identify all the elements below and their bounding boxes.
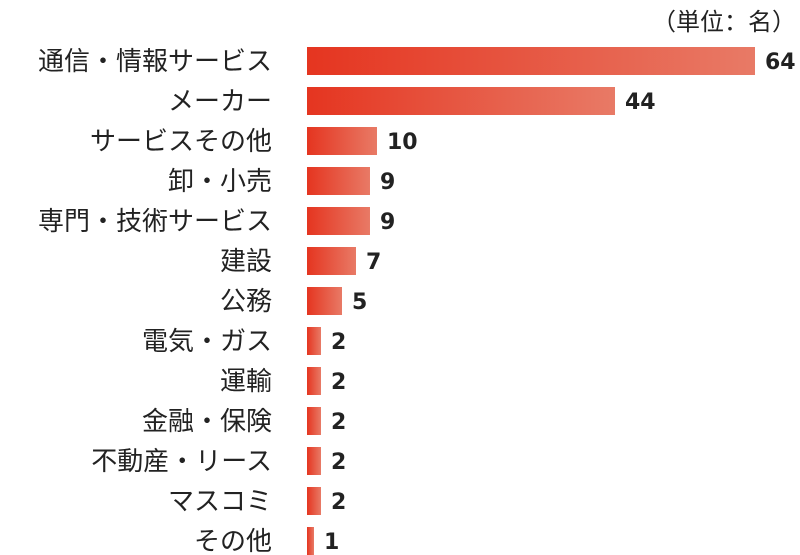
category-label: 金融・保険 [142, 407, 272, 437]
data-label: 2 [331, 370, 346, 395]
bar [307, 127, 377, 155]
bar [307, 247, 356, 275]
bar [307, 327, 321, 355]
bar [307, 47, 755, 75]
bar [307, 167, 370, 195]
bar [307, 87, 615, 115]
data-label: 5 [352, 290, 367, 315]
data-label: 10 [387, 130, 418, 155]
data-label: 2 [331, 410, 346, 435]
category-label: 電気・ガス [142, 327, 272, 357]
category-label: その他 [194, 527, 272, 555]
data-label: 44 [625, 90, 656, 115]
bar [307, 287, 342, 315]
category-label: メーカー [168, 87, 272, 117]
category-label: 卸・小売 [168, 167, 272, 197]
data-label: 1 [324, 530, 339, 555]
bar [307, 527, 314, 555]
bar [307, 207, 370, 235]
category-label: サービスその他 [90, 127, 272, 157]
bar [307, 407, 321, 435]
data-label: 9 [380, 210, 395, 235]
data-label: 2 [331, 490, 346, 515]
bar [307, 487, 321, 515]
unit-label: （単位：名） [652, 8, 796, 36]
data-label: 64 [765, 50, 796, 75]
data-label: 2 [331, 450, 346, 475]
category-label: 専門・技術サービス [38, 207, 272, 237]
category-label: マスコミ [168, 487, 272, 517]
data-label: 9 [380, 170, 395, 195]
bar [307, 447, 321, 475]
category-label: 通信・情報サービス [38, 47, 272, 77]
category-label: 公務 [220, 287, 272, 317]
data-label: 7 [366, 250, 381, 275]
category-label: 運輸 [220, 367, 272, 397]
category-label: 不動産・リース [91, 447, 272, 477]
data-label: 2 [331, 330, 346, 355]
bar [307, 367, 321, 395]
category-label: 建設 [220, 247, 272, 277]
